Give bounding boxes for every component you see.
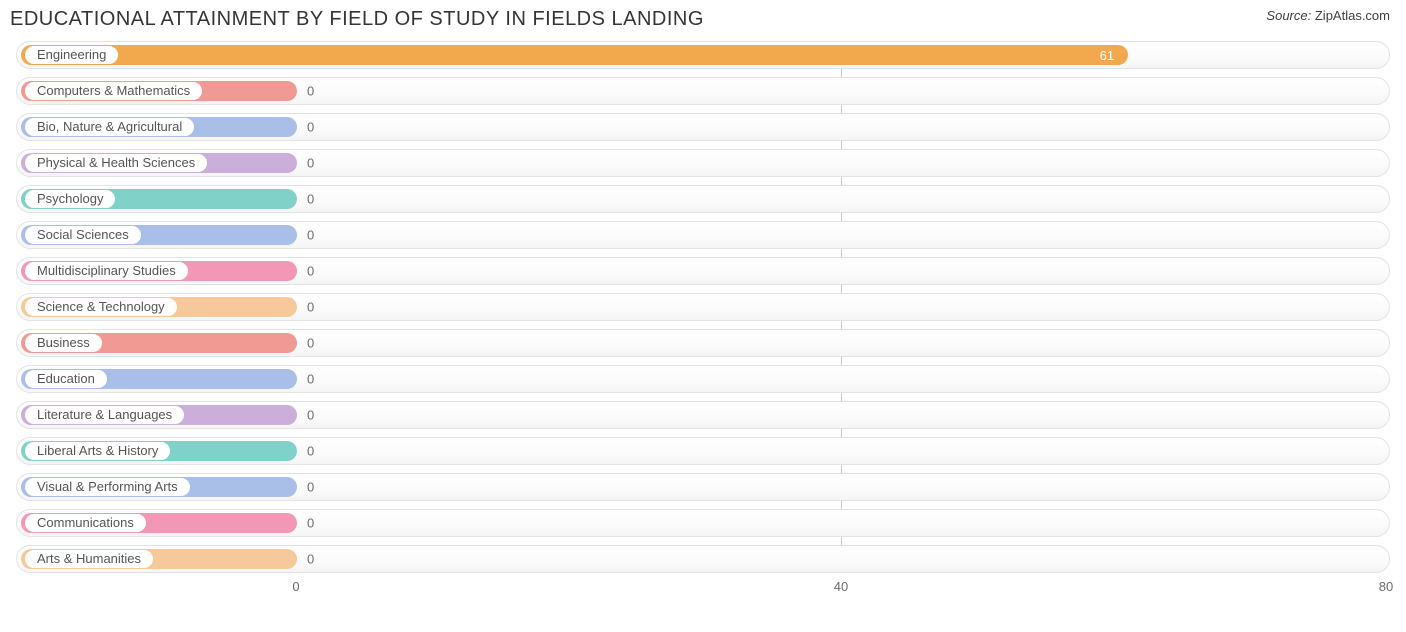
bar: Multidisciplinary Studies [21, 261, 297, 281]
bar-label-pill: Computers & Mathematics [25, 82, 202, 100]
bar-label-pill: Education [25, 370, 107, 388]
bar: Computers & Mathematics [21, 81, 297, 101]
bar-label-pill: Liberal Arts & History [25, 442, 170, 460]
x-axis-tick-label: 80 [1379, 579, 1393, 594]
source-label: Source: [1266, 8, 1311, 23]
bar-row: 0Communications [16, 509, 1390, 537]
bar-row: Engineering 61 [16, 41, 1390, 69]
bar-row: 0Multidisciplinary Studies [16, 257, 1390, 285]
bar-row: 0Science & Technology [16, 293, 1390, 321]
bar-label-pill: Visual & Performing Arts [25, 478, 190, 496]
bar-row: 0Literature & Languages [16, 401, 1390, 429]
bar-row: 0Physical & Health Sciences [16, 149, 1390, 177]
bar: Physical & Health Sciences [21, 153, 297, 173]
bar-label-pill: Communications [25, 514, 146, 532]
bar: Liberal Arts & History [21, 441, 297, 461]
x-axis: 0 40 80 [16, 577, 1390, 601]
chart-area: Engineering610Computers & Mathematics0Bi… [0, 35, 1406, 601]
bar-row: 0Education [16, 365, 1390, 393]
bar-label-pill: Literature & Languages [25, 406, 184, 424]
bar: Education [21, 369, 297, 389]
bar: Social Sciences [21, 225, 297, 245]
bar-row: 0Social Sciences [16, 221, 1390, 249]
bar: Visual & Performing Arts [21, 477, 297, 497]
bar-label-pill: Bio, Nature & Agricultural [25, 118, 194, 136]
source-value: ZipAtlas.com [1315, 8, 1390, 23]
bar-label-pill: Physical & Health Sciences [25, 154, 207, 172]
bar: Arts & Humanities [21, 549, 297, 569]
bar-label-pill: Business [25, 334, 102, 352]
bar-row: 0Bio, Nature & Agricultural [16, 113, 1390, 141]
chart-header: EDUCATIONAL ATTAINMENT BY FIELD OF STUDY… [0, 0, 1406, 35]
bar-label-pill: Science & Technology [25, 298, 177, 316]
bar: Literature & Languages [21, 405, 297, 425]
chart-title: EDUCATIONAL ATTAINMENT BY FIELD OF STUDY… [10, 8, 704, 31]
bar-row: 0Psychology [16, 185, 1390, 213]
bar-value: 61 [1100, 48, 1120, 63]
bar: Psychology [21, 189, 297, 209]
bar-label-pill: Engineering [25, 46, 118, 64]
bar: Bio, Nature & Agricultural [21, 117, 297, 137]
bar: Engineering 61 [21, 45, 1128, 65]
bar-row: 0Arts & Humanities [16, 545, 1390, 573]
chart-source: Source: ZipAtlas.com [1266, 8, 1390, 23]
bar-label-pill: Psychology [25, 190, 115, 208]
chart-plot: Engineering 61 0Computers & Mathematics 0Bi… [16, 41, 1390, 573]
x-axis-tick-label: 0 [292, 579, 299, 594]
bar: Science & Technology [21, 297, 297, 317]
bar-row: 0Computers & Mathematics [16, 77, 1390, 105]
x-axis-tick-label: 40 [834, 579, 848, 594]
bar-row: 0Visual & Performing Arts [16, 473, 1390, 501]
bar: Communications [21, 513, 297, 533]
bar-label-pill: Multidisciplinary Studies [25, 262, 188, 280]
bar: Business [21, 333, 297, 353]
bar-row: 0Business [16, 329, 1390, 357]
bar-label-pill: Social Sciences [25, 226, 141, 244]
bar-row: 0Liberal Arts & History [16, 437, 1390, 465]
bar-label-pill: Arts & Humanities [25, 550, 153, 568]
